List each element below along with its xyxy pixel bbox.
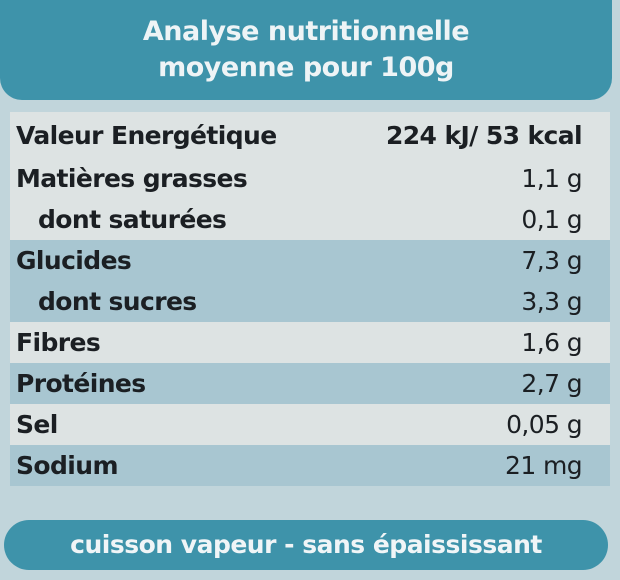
row-label: dont saturées	[38, 205, 227, 234]
row-value: 21 mg	[505, 451, 583, 480]
table-row: Protéines 2,7 g	[10, 363, 610, 404]
table-row: Fibres 1,6 g	[10, 322, 610, 363]
row-value: 3,3 g	[521, 287, 582, 316]
header: Analyse nutritionnelle moyenne pour 100g	[0, 0, 612, 100]
row-label: Sodium	[16, 451, 119, 480]
table-row: Sodium 21 mg	[10, 445, 610, 486]
table-row: Sel 0,05 g	[10, 404, 610, 445]
header-title: Analyse nutritionnelle	[142, 16, 470, 47]
row-label: Sel	[16, 410, 58, 439]
row-label: Glucides	[16, 246, 132, 275]
row-label: Fibres	[16, 328, 101, 357]
row-value: 1,6 g	[521, 328, 582, 357]
nutrition-table: Valeur Energétique 224 kJ/ 53 kcal Matièr…	[10, 112, 610, 486]
table-row: dont sucres 3,3 g	[10, 281, 610, 322]
row-label: Valeur Energétique	[16, 120, 277, 150]
row-label: Protéines	[16, 369, 146, 398]
footer-banner: cuisson vapeur - sans épaississant	[4, 520, 608, 570]
table-row: dont saturées 0,1 g	[10, 199, 610, 240]
header-subtitle: moyenne pour 100g	[158, 52, 454, 83]
row-value: 224 kJ/ 53 kcal	[385, 120, 583, 150]
row-value: 2,7 g	[521, 369, 582, 398]
row-value: 1,1 g	[521, 164, 582, 193]
row-value: 7,3 g	[521, 246, 582, 275]
table-row: Glucides 7,3 g	[10, 240, 610, 281]
row-label: Matières grasses	[16, 164, 248, 193]
row-value: 0,05 g	[506, 410, 582, 439]
table-row: Valeur Energétique 224 kJ/ 53 kcal	[10, 112, 610, 158]
row-label: dont sucres	[38, 287, 197, 316]
row-value: 0,1 g	[521, 205, 582, 234]
table-row: Matières grasses 1,1 g	[10, 158, 610, 199]
